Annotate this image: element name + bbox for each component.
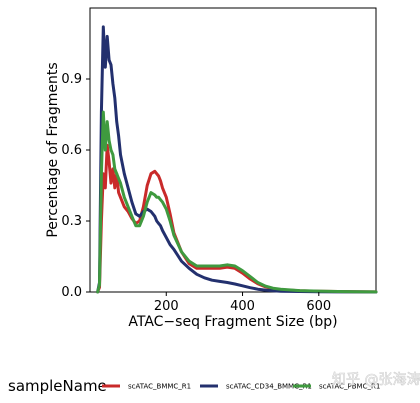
- y-tick-label: 0.6: [61, 143, 82, 158]
- x-tick-label: 600: [306, 299, 331, 314]
- series-line-1: [96, 25, 378, 294]
- plot-panel: [89, 7, 377, 293]
- y-axis-title: Percentage of Fragments: [45, 62, 61, 237]
- watermark: 知乎 @张海涛: [332, 371, 420, 388]
- legend-label-1: scATAC_CD34_BMMC_R1: [226, 383, 312, 391]
- x-tick-label: 200: [154, 299, 179, 314]
- legend-label-2: scATAC_PBMC_R1: [319, 383, 380, 391]
- x-tick-label: 400: [230, 299, 255, 314]
- y-tick-label: 0.9: [61, 72, 82, 87]
- y-tick-label: 0.3: [61, 214, 82, 229]
- x-axis-title: ATAC−seq Fragment Size (bp): [128, 314, 337, 330]
- x-axis: 200 400 600: [154, 292, 331, 314]
- series-line-2: [96, 110, 378, 294]
- y-tick-label: 0.0: [61, 285, 82, 300]
- legend: scATAC_BMMC_R1 scATAC_CD34_BMMC_R1 scATAC_…: [102, 383, 380, 391]
- series-layer: [96, 25, 378, 294]
- y-axis: 0.0 0.3 0.6 0.9: [61, 72, 90, 300]
- legend-label-0: scATAC_BMMC_R1: [128, 383, 191, 391]
- legend-title: sampleName: [8, 377, 107, 395]
